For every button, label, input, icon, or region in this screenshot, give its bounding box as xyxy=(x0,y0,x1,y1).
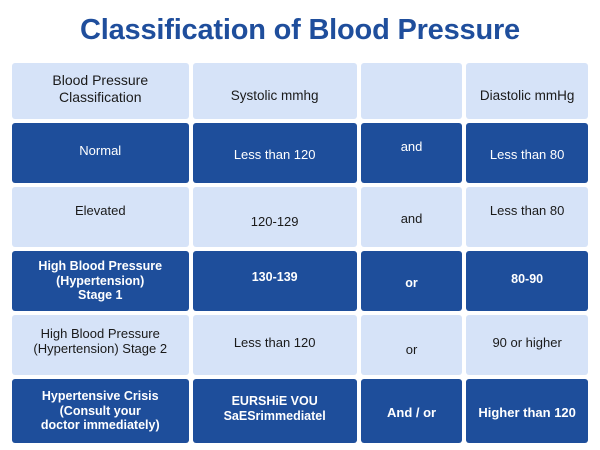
classification-line2: (Consult your xyxy=(59,403,141,418)
classification-line1: Elevated xyxy=(74,203,126,219)
classification-line1: Hypertensive Crisis xyxy=(41,388,159,403)
row-crisis-classification: Hypertensive Crisis (Consult your doctor… xyxy=(12,379,189,443)
operator-value: and xyxy=(400,139,423,155)
diastolic-value: 90 or higher xyxy=(492,335,562,351)
row-stage1-diastolic: 80-90 xyxy=(466,251,588,311)
operator-value: or xyxy=(405,342,418,358)
table-row: Normal Less than 120 and Less than 80 xyxy=(12,123,588,183)
row-normal-operator: and xyxy=(360,123,463,183)
header-cell-diastolic: Diastolic mmHg xyxy=(466,63,588,119)
table-row: Elevated 120-129 and Less than 80 xyxy=(12,187,588,247)
row-elevated-systolic: 120-129 xyxy=(192,187,357,247)
classification-line1: Normal xyxy=(79,143,122,159)
operator-value: And / or xyxy=(386,405,437,421)
systolic-value: 130-139 xyxy=(251,269,298,284)
row-stage2-operator: or xyxy=(360,315,463,375)
classification-line1: High Blood Pressure xyxy=(38,258,163,273)
row-crisis-systolic: EURSHiE VOU SaESrimmediatel xyxy=(192,379,357,443)
table-row: High Blood Pressure (Hypertension) Stage… xyxy=(12,315,588,375)
table-header: Blood Pressure Classification Systolic m… xyxy=(12,63,588,119)
systolic-value: Less than 120 xyxy=(233,335,316,351)
diastolic-value: Less than 80 xyxy=(489,203,565,219)
classification-line3: doctor immediately) xyxy=(40,418,160,433)
table-body: Normal Less than 120 and Less than 80 El… xyxy=(12,123,588,443)
operator-value: or xyxy=(405,275,418,290)
header-systolic-label: Systolic mmhg xyxy=(230,88,319,104)
page-title: Classification of Blood Pressure xyxy=(80,14,520,46)
row-stage2-classification: High Blood Pressure (Hypertension) Stage… xyxy=(12,315,189,375)
classification-line2: (Hypertension) xyxy=(56,273,145,288)
classification-line2: (Hypertension) Stage 2 xyxy=(33,341,168,356)
systolic-value: 120-129 xyxy=(250,214,299,230)
table-header-row: Blood Pressure Classification Systolic m… xyxy=(12,63,588,119)
classification-line3: Stage 1 xyxy=(78,288,123,303)
row-stage1-classification: High Blood Pressure (Hypertension) Stage… xyxy=(12,251,189,311)
classification-line1: High Blood Pressure xyxy=(40,325,160,341)
row-normal-diastolic: Less than 80 xyxy=(466,123,588,183)
row-elevated-operator: and xyxy=(360,187,463,247)
row-elevated-classification: Elevated xyxy=(12,187,189,247)
table-row: Hypertensive Crisis (Consult your doctor… xyxy=(12,379,588,443)
header-cell-classification: Blood Pressure Classification xyxy=(12,63,189,119)
row-crisis-operator: And / or xyxy=(360,379,463,443)
row-normal-systolic: Less than 120 xyxy=(192,123,357,183)
row-stage1-systolic: 130-139 xyxy=(192,251,357,311)
diastolic-value: Less than 80 xyxy=(489,147,565,163)
row-stage1-operator: or xyxy=(360,251,463,311)
row-crisis-diastolic: Higher than 120 xyxy=(466,379,588,443)
systolic-line2: SaESrimmediatel xyxy=(223,409,326,423)
operator-value: and xyxy=(400,211,423,227)
header-diastolic-label: Diastolic mmHg xyxy=(479,88,575,104)
row-stage2-diastolic: 90 or higher xyxy=(466,315,588,375)
systolic-line1: EURSHiE VOU xyxy=(231,394,318,409)
row-stage2-systolic: Less than 120 xyxy=(192,315,357,375)
header-cell-systolic: Systolic mmhg xyxy=(192,63,357,119)
header-classification-line2: Classification xyxy=(59,89,142,105)
header-classification-line1: Blood Pressure xyxy=(52,72,149,89)
row-elevated-diastolic: Less than 80 xyxy=(466,187,588,247)
diastolic-value: 80-90 xyxy=(511,271,544,286)
row-normal-classification: Normal xyxy=(12,123,189,183)
header-cell-operator xyxy=(360,63,463,119)
table-row: High Blood Pressure (Hypertension) Stage… xyxy=(12,251,588,311)
diastolic-value: Higher than 120 xyxy=(478,405,576,421)
blood-pressure-classification-table: Blood Pressure Classification Systolic m… xyxy=(8,59,592,447)
systolic-value: Less than 120 xyxy=(233,147,316,163)
